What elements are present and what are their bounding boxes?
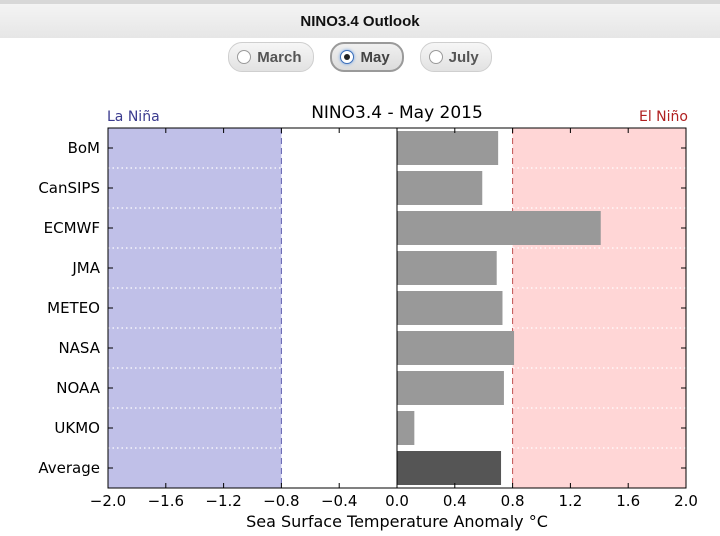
month-option-label: March	[257, 48, 302, 66]
y-tick-label: CanSIPS	[38, 179, 100, 197]
la-nina-region	[108, 128, 282, 488]
month-option-march[interactable]: March	[228, 42, 315, 72]
y-tick-label: ECMWF	[44, 219, 100, 237]
model-bar	[397, 211, 601, 245]
month-option-july[interactable]: July	[419, 42, 492, 72]
model-bar	[397, 251, 497, 285]
x-tick-label: 0.0	[385, 492, 409, 510]
x-tick-label: 0.4	[443, 492, 467, 510]
month-option-label: July	[448, 48, 479, 66]
header-bar: NINO3.4 Outlook	[0, 0, 720, 38]
y-tick-label: METEO	[47, 299, 100, 317]
average-bar	[397, 451, 502, 485]
x-axis-label: Sea Surface Temperature Anomaly °C	[246, 512, 548, 531]
x-tick-label: −0.4	[321, 492, 357, 510]
y-tick-label: JMA	[71, 259, 100, 277]
el-nino-label: El Niño	[639, 109, 688, 125]
chart-title: NINO3.4 - May 2015	[311, 103, 483, 123]
radio-unchecked-icon[interactable]	[428, 50, 443, 64]
la-nina-label: La Niña	[107, 109, 160, 125]
y-tick-label: Average	[38, 459, 100, 477]
month-selector: March May July	[0, 42, 720, 74]
month-option-label: May	[360, 48, 390, 66]
x-tick-label: 1.6	[616, 492, 640, 510]
el-nino-region	[512, 128, 686, 488]
x-tick-label: 0.8	[501, 492, 525, 510]
x-tick-label: 1.2	[558, 492, 582, 510]
month-option-may[interactable]: May	[330, 42, 404, 72]
model-bar	[397, 411, 415, 445]
y-tick-label: NASA	[58, 339, 100, 357]
x-tick-label: −1.6	[148, 492, 184, 510]
model-bar	[397, 171, 483, 205]
x-tick-label: 2.0	[674, 492, 698, 510]
x-tick-label: −1.2	[205, 492, 241, 510]
y-tick-label: NOAA	[56, 379, 100, 397]
x-tick-label: −0.8	[263, 492, 299, 510]
y-tick-label: UKMO	[54, 419, 100, 437]
radio-checked-icon[interactable]	[340, 50, 355, 64]
model-bar	[397, 331, 515, 365]
page-title: NINO3.4 Outlook	[300, 13, 420, 30]
x-tick-label: −2.0	[90, 492, 126, 510]
model-bar	[397, 131, 499, 165]
radio-unchecked-icon[interactable]	[237, 50, 252, 64]
model-bar	[397, 291, 503, 325]
y-tick-label: BoM	[68, 139, 100, 157]
model-bar	[397, 371, 504, 405]
